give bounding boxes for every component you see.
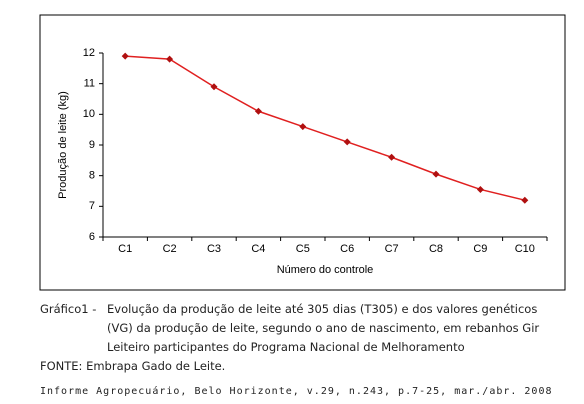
x-tick-label: C2 [163, 243, 177, 255]
x-axis-title: Número do controle [277, 264, 374, 276]
data-point [166, 55, 174, 63]
x-tick-label: C5 [296, 243, 310, 255]
caption-label: Gráfico1 - [40, 302, 97, 316]
x-tick-label: C10 [515, 243, 535, 255]
caption-line: Evolução da produção de leite até 305 di… [107, 302, 538, 316]
x-tick-label: C4 [251, 243, 265, 255]
x-tick-label: C6 [340, 243, 354, 255]
caption-line: (VG) da produção de leite, segundo o ano… [107, 321, 540, 335]
data-point [121, 52, 129, 60]
caption-line: Leiteiro participantes do Programa Nacio… [107, 340, 465, 354]
y-tick-label: 11 [84, 78, 95, 90]
data-line [125, 55, 525, 201]
x-tick-label: C7 [385, 243, 399, 255]
x-tick-label: C3 [207, 243, 221, 255]
x-tick-label: C9 [473, 243, 487, 255]
data-point [432, 170, 440, 178]
data-point [254, 107, 262, 115]
y-axis-title: Produção de leite (kg) [57, 91, 69, 199]
y-tick-label: 9 [89, 139, 95, 151]
data-point [521, 196, 529, 204]
y-tick-label: 10 [83, 108, 95, 120]
x-tick-label: C8 [429, 243, 443, 255]
y-tick-label: 8 [89, 170, 95, 182]
chart: Número do controle Produção de leite (kg… [39, 14, 566, 291]
source: FONTE: Embrapa Gado de Leite. [40, 359, 226, 373]
citation: Informe Agropecuário, Belo Horizonte, v.… [40, 386, 553, 397]
y-tick-label: 7 [89, 200, 95, 212]
x-tick-label: C1 [118, 243, 132, 255]
y-tick-label: 12 [83, 47, 95, 59]
chart-frame [39, 14, 566, 291]
data-point [476, 185, 484, 193]
data-point [210, 83, 218, 91]
y-tick-label: 6 [89, 231, 95, 243]
data-point [388, 153, 396, 161]
data-point [343, 138, 351, 146]
data-point [299, 123, 307, 131]
